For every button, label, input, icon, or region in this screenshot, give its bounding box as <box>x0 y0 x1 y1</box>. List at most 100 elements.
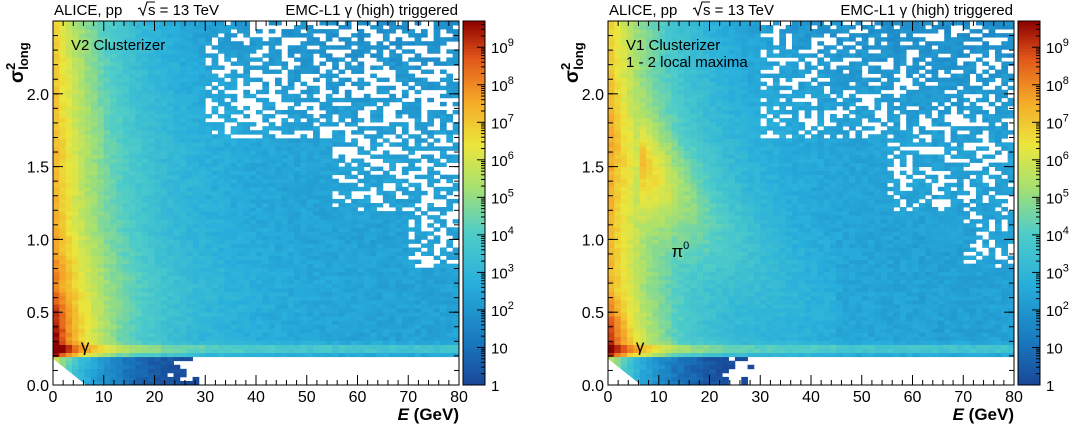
heatmap-cell <box>396 122 403 126</box>
heatmap-cell <box>319 239 326 243</box>
heatmap-cell <box>307 126 314 130</box>
heatmap-cell <box>53 264 60 268</box>
heatmap-cell <box>370 239 377 243</box>
heatmap-cell <box>446 94 453 98</box>
heatmap-cell <box>281 126 288 130</box>
heatmap-cell <box>396 203 403 207</box>
heatmap-cell <box>440 247 447 251</box>
heatmap-cell <box>275 320 282 324</box>
heatmap-cell <box>53 78 60 82</box>
heatmap-cell <box>402 154 409 158</box>
heatmap-cell <box>300 312 307 316</box>
heatmap-cell <box>110 138 117 142</box>
heatmap-cell <box>262 163 269 167</box>
heatmap-cell <box>155 98 162 102</box>
heatmap-cell <box>281 264 288 268</box>
heatmap-cell <box>199 159 206 163</box>
heatmap-cell <box>199 110 206 114</box>
heatmap-cell <box>59 49 66 53</box>
heatmap-cell <box>91 336 98 340</box>
heatmap-cell <box>313 175 320 179</box>
heatmap-cell <box>78 175 85 179</box>
heatmap-cell <box>116 118 123 122</box>
heatmap-cell <box>446 292 453 296</box>
heatmap-cell <box>129 239 136 243</box>
heatmap-cell <box>389 332 396 336</box>
heatmap-cell <box>307 349 314 353</box>
heatmap-cell <box>345 353 352 357</box>
heatmap-cell <box>402 41 409 45</box>
heatmap-cell <box>78 284 85 288</box>
heatmap-cell <box>91 61 98 65</box>
heatmap-cell <box>383 154 390 158</box>
heatmap-cell <box>180 341 187 345</box>
heatmap-cell <box>269 211 276 215</box>
heatmap-cell <box>78 373 85 377</box>
heatmap-cell <box>53 167 60 171</box>
heatmap-cell <box>110 126 117 130</box>
heatmap-cell <box>275 211 282 215</box>
heatmap-cell <box>91 235 98 239</box>
heatmap-cell <box>281 341 288 345</box>
heatmap-cell <box>383 280 390 284</box>
heatmap-cell <box>364 284 371 288</box>
heatmap-cell <box>332 336 339 340</box>
heatmap-cell <box>256 207 263 211</box>
heatmap-cell <box>91 296 98 300</box>
heatmap-cell <box>250 320 257 324</box>
heatmap-cell <box>78 146 85 150</box>
heatmap-cell <box>205 235 212 239</box>
heatmap-cell <box>104 171 111 175</box>
heatmap-cell <box>123 239 130 243</box>
heatmap-cell <box>193 98 200 102</box>
heatmap-cell <box>415 312 422 316</box>
heatmap-cell <box>370 272 377 276</box>
heatmap-cell <box>440 276 447 280</box>
heatmap-cell <box>269 227 276 231</box>
heatmap-cell <box>116 21 123 25</box>
heatmap-cell <box>199 102 206 106</box>
heatmap-cell <box>59 37 66 41</box>
heatmap-cell <box>161 110 168 114</box>
heatmap-cell <box>135 256 142 260</box>
heatmap-cell <box>338 280 345 284</box>
heatmap-cell <box>313 332 320 336</box>
heatmap-cell <box>174 227 181 231</box>
heatmap-cell <box>174 373 181 377</box>
x-axis-label: E (GeV) <box>398 405 459 424</box>
heatmap-cell <box>218 163 225 167</box>
heatmap-cell <box>161 142 168 146</box>
heatmap-cell <box>199 227 206 231</box>
heatmap-cell <box>256 312 263 316</box>
heatmap-cell <box>358 21 365 25</box>
heatmap-cell <box>370 260 377 264</box>
heatmap-cell <box>110 284 117 288</box>
heatmap-cell <box>110 268 117 272</box>
heatmap-cell <box>186 288 193 292</box>
heatmap-cell <box>396 159 403 163</box>
heatmap-cell <box>205 264 212 268</box>
heatmap-cell <box>78 90 85 94</box>
heatmap-cell <box>294 320 301 324</box>
heatmap-cell <box>193 211 200 215</box>
heatmap-cell <box>186 126 193 130</box>
heatmap-cell <box>142 57 149 61</box>
heatmap-cell <box>104 239 111 243</box>
heatmap-cell <box>408 328 415 332</box>
heatmap-cell <box>66 57 73 61</box>
heatmap-cell <box>193 243 200 247</box>
heatmap-cell <box>199 118 206 122</box>
heatmap-cell <box>218 324 225 328</box>
heatmap-cell <box>155 122 162 126</box>
heatmap-cell <box>231 130 238 134</box>
heatmap-cell <box>364 82 371 86</box>
heatmap-cell <box>319 142 326 146</box>
heatmap-cell <box>129 320 136 324</box>
heatmap-cell <box>358 219 365 223</box>
heatmap-cell <box>402 199 409 203</box>
heatmap-cell <box>243 207 250 211</box>
heatmap-cell <box>78 167 85 171</box>
heatmap-cell <box>313 207 320 211</box>
heatmap-cell <box>281 219 288 223</box>
heatmap-cell <box>174 134 181 138</box>
